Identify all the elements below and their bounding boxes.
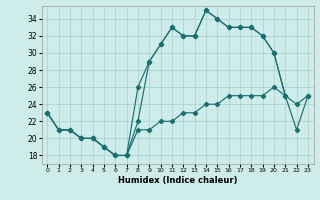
X-axis label: Humidex (Indice chaleur): Humidex (Indice chaleur): [118, 176, 237, 185]
